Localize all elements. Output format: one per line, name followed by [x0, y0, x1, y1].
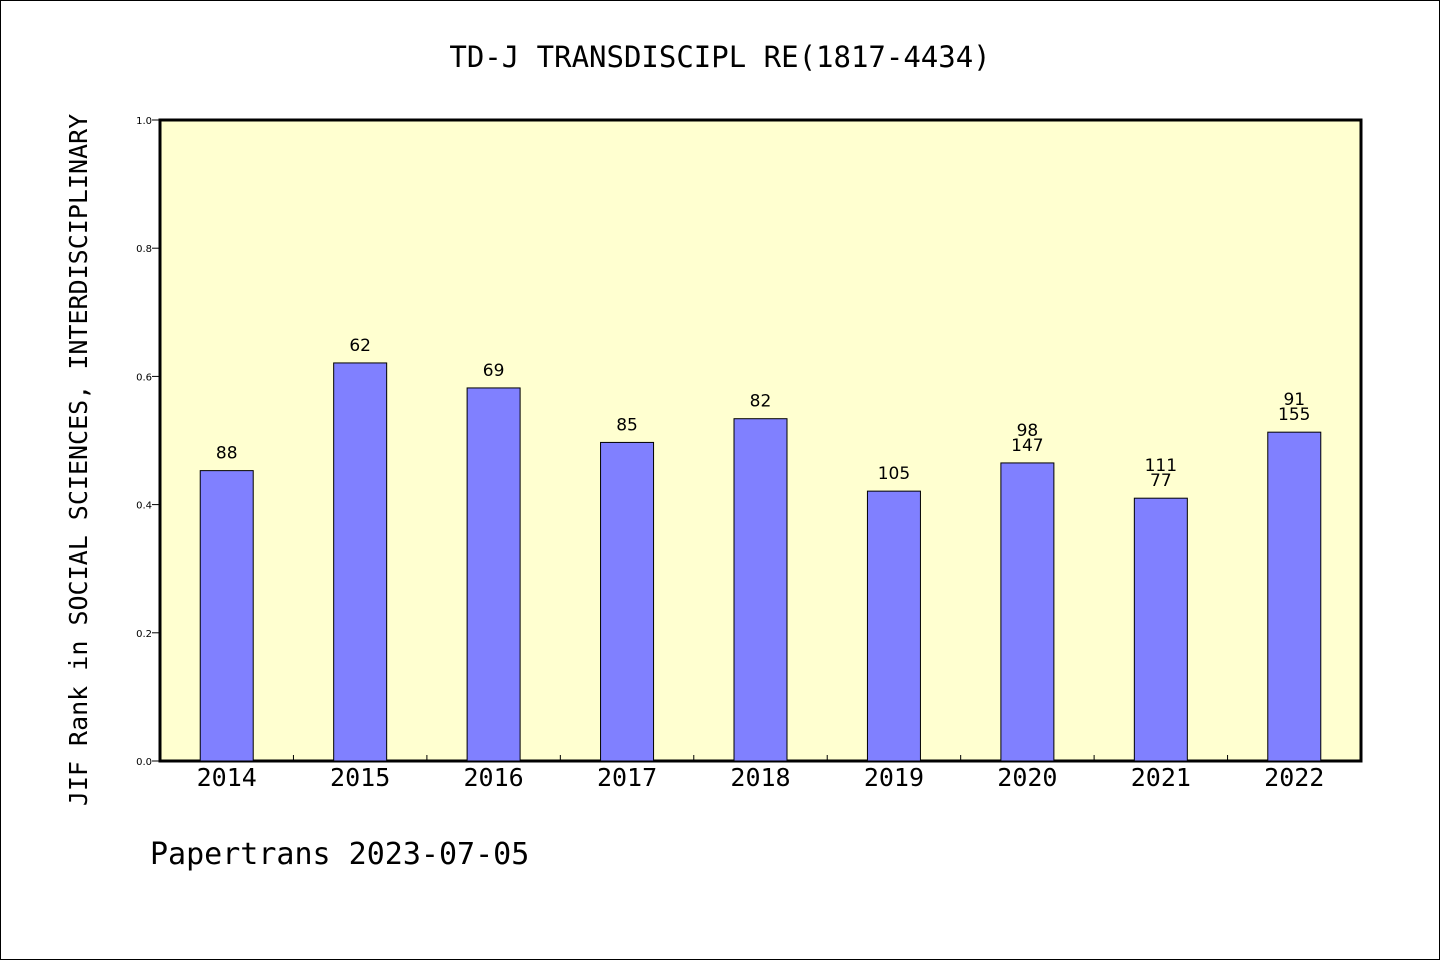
chart-title: TD-J TRANSDISCIPL RE(1817-4434) — [449, 40, 990, 74]
bar-2022 — [1267, 431, 1322, 762]
bar-2016 — [466, 387, 521, 762]
bar-data-label: 105 — [878, 464, 910, 484]
bar-2021 — [1133, 497, 1188, 762]
bar-2019 — [866, 490, 921, 762]
bar-data-label: 155 — [1278, 405, 1310, 425]
x-tick-label: 2016 — [464, 763, 524, 792]
footer-credit: Papertrans 2023-07-05 — [150, 837, 529, 872]
bar-data-label: 88 — [216, 444, 238, 464]
bar-2015 — [333, 362, 388, 762]
bar-data-label: 147 — [1011, 436, 1043, 456]
x-tick-label: 2020 — [997, 763, 1057, 792]
x-tick-label: 2015 — [330, 763, 390, 792]
bar-2018 — [733, 418, 788, 762]
y-axis-label: JIF Rank in SOCIAL SCIENCES, INTERDISCIP… — [64, 114, 93, 806]
x-axis-tick-labels: 2014 2015 2016 2017 2018 2019 2020 2021 2022 — [197, 755, 1324, 792]
bar-data-label: 77 — [1150, 471, 1172, 491]
bar-2020 — [1000, 462, 1055, 762]
bar-data-label: 62 — [349, 336, 371, 356]
x-tick-label: 2014 — [197, 763, 257, 792]
x-tick-label: 2019 — [864, 763, 924, 792]
y-tick-label: 0.6 — [136, 372, 152, 383]
x-tick-label: 2021 — [1131, 763, 1191, 792]
y-tick-label: 0.2 — [136, 629, 152, 640]
y-axis-ticks: 0.0 0.2 0.4 0.6 0.8 1.0 — [136, 116, 160, 768]
y-tick-label: 1.0 — [136, 116, 152, 127]
bar-data-label: 69 — [483, 361, 505, 381]
bar-2017 — [600, 441, 655, 762]
bar-data-label: 91 — [1283, 390, 1305, 410]
x-tick-label: 2018 — [730, 763, 790, 792]
bar-data-label: 98 — [1017, 421, 1039, 441]
y-tick-label: 0.0 — [136, 757, 152, 768]
x-tick-label: 2022 — [1264, 763, 1324, 792]
bar-data-label: 111 — [1145, 456, 1177, 476]
bar-data-label: 82 — [750, 392, 772, 412]
x-tick-label: 2017 — [597, 763, 657, 792]
y-tick-label: 0.8 — [136, 244, 152, 255]
bar-2014 — [199, 470, 254, 762]
y-tick-label: 0.4 — [136, 501, 152, 512]
bar-data-label: 85 — [616, 415, 638, 435]
